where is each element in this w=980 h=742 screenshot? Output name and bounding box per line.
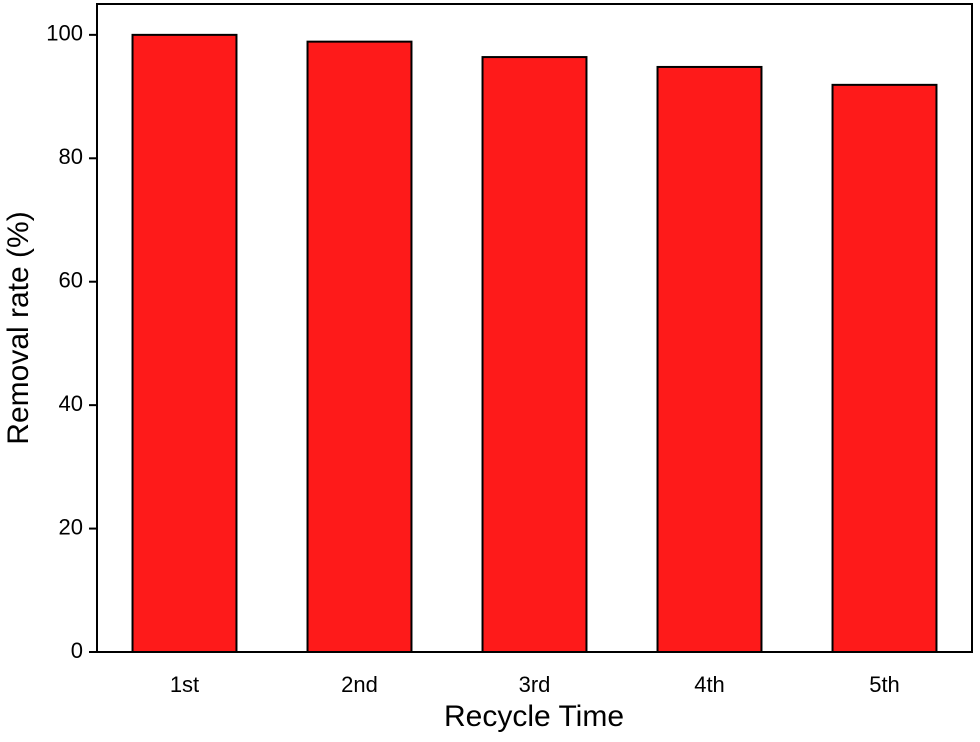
y-tick-label: 0 (71, 638, 83, 663)
x-tick-label: 5th (869, 672, 900, 697)
bar (306, 40, 413, 654)
y-tick-label: 40 (59, 391, 83, 416)
bar (656, 65, 763, 654)
y-tick-label: 100 (46, 21, 83, 46)
y-tick-label: 20 (59, 514, 83, 539)
bar (481, 56, 588, 654)
plot-frame (96, 3, 973, 653)
x-tick-label: 3rd (519, 672, 551, 697)
x-tick-label: 4th (694, 672, 725, 697)
y-tick-label: 60 (59, 268, 83, 293)
y-axis-title: Removal rate (%) (2, 211, 35, 444)
x-axis-title: Recycle Time (444, 700, 624, 733)
bar (131, 33, 238, 654)
x-tick-label: 1st (170, 672, 199, 697)
bar (831, 83, 938, 654)
y-tick-label: 80 (59, 144, 83, 169)
x-tick-label: 2nd (341, 672, 378, 697)
